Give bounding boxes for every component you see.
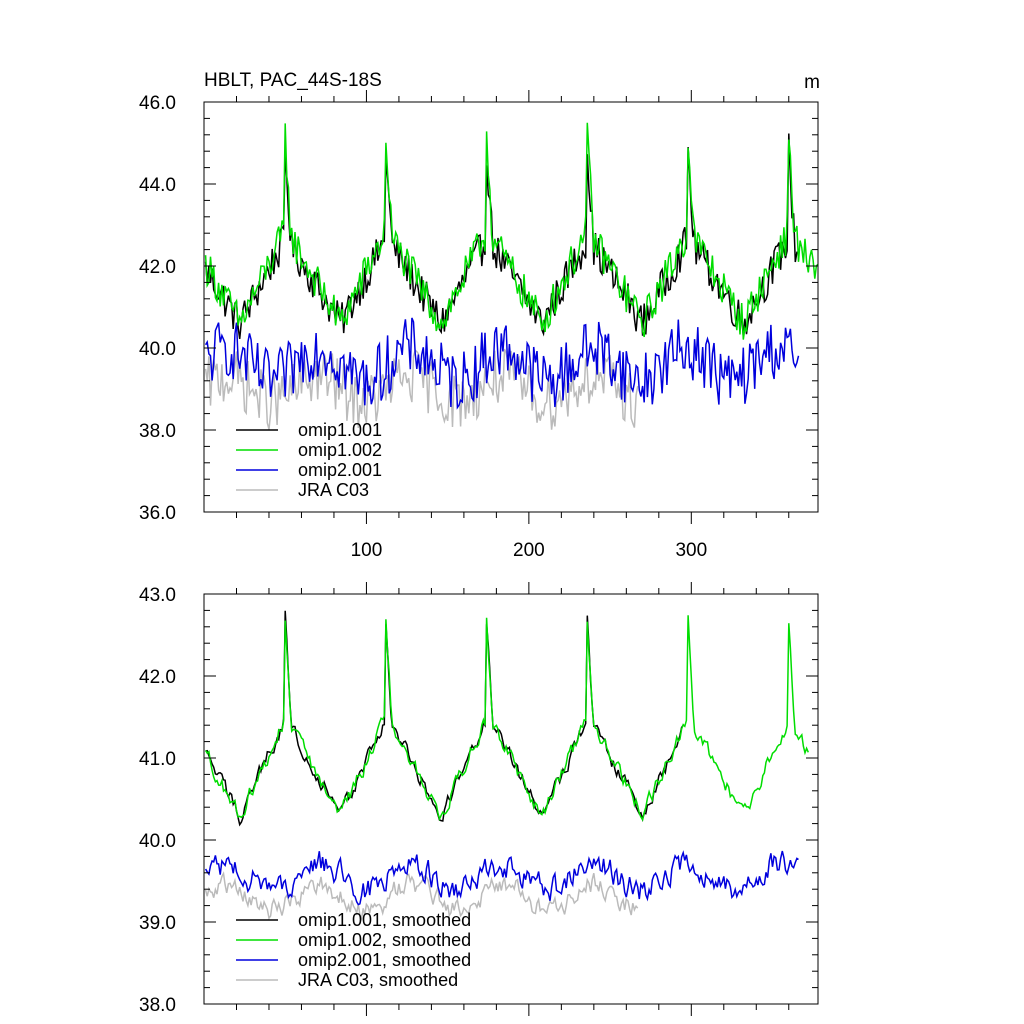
- legend-label: omip1.002: [298, 440, 382, 460]
- series-line-omip1-001-smoothed: [205, 610, 684, 827]
- y-tick-label: 36.0: [139, 503, 176, 524]
- y-tick-label: 40.0: [139, 339, 176, 360]
- top-panel: HBLT, PAC_44S-18S m 36.0 38.0 40.0 42.0 44.0…: [139, 70, 820, 561]
- top-panel-ticks: 36.0 38.0 40.0 42.0 44.0 46.0 100 200 300: [139, 90, 818, 561]
- y-tick-label: 38.0: [139, 995, 176, 1016]
- legend-label: omip1.001: [298, 420, 382, 440]
- legend-label: omip1.001, smoothed: [298, 910, 471, 930]
- legend-label: omip2.001, smoothed: [298, 950, 471, 970]
- y-tick-label: 43.0: [139, 585, 176, 606]
- series-line-omip1-002-smoothed: [204, 615, 809, 822]
- y-tick-label: 42.0: [139, 257, 176, 278]
- y-tick-label: 39.0: [139, 913, 176, 934]
- series-line-omip1-002: [204, 122, 819, 340]
- series-line-jra-c03: [204, 348, 639, 430]
- legend-label: JRA C03: [298, 480, 369, 500]
- bottom-panel-frame: [203, 593, 819, 1005]
- top-panel-units: m: [804, 72, 820, 93]
- y-tick-label: 46.0: [139, 93, 176, 114]
- top-panel-title: HBLT, PAC_44S-18S: [204, 70, 382, 91]
- legend-label: JRA C03, smoothed: [298, 970, 458, 990]
- y-tick-label: 38.0: [139, 421, 176, 442]
- y-tick-label: 44.0: [139, 175, 176, 196]
- bottom-panel-ticks: 38.0 39.0 40.0 41.0 42.0 43.0: [139, 582, 818, 1016]
- bottom-panel-series: [204, 610, 809, 922]
- legend-label: omip1.002, smoothed: [298, 930, 471, 950]
- y-tick-label: 42.0: [139, 667, 176, 688]
- series-line-omip2-001: [204, 317, 800, 410]
- top-panel-frame: [203, 101, 819, 513]
- top-panel-series: [204, 122, 819, 430]
- x-tick-label: 100: [351, 540, 383, 561]
- bottom-panel: 38.0 39.0 40.0 41.0 42.0 43.0 omip1.001, smoo…: [139, 582, 819, 1016]
- legend-label: omip2.001: [298, 460, 382, 480]
- x-tick-label: 200: [513, 540, 545, 561]
- series-line-omip2-001-smoothed: [204, 850, 799, 906]
- series-line-jra-c03-smoothed: [204, 871, 639, 922]
- x-tick-label: 300: [675, 540, 707, 561]
- y-tick-label: 40.0: [139, 831, 176, 852]
- y-tick-label: 41.0: [139, 749, 176, 770]
- series-line-omip1-001: [204, 133, 799, 339]
